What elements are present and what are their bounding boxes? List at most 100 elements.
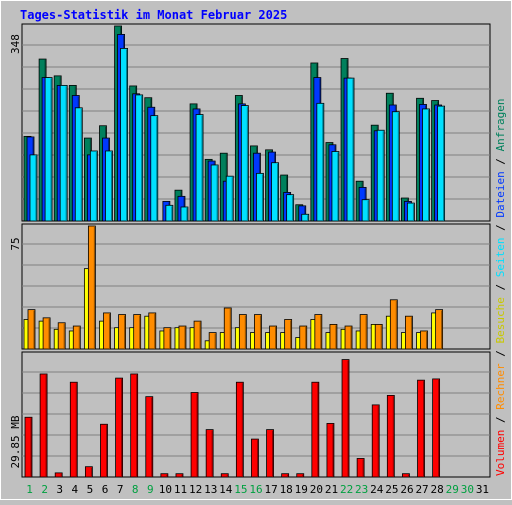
bar-volume-volumen-day-10 [160,473,169,478]
bar-volume-volumen-day-22 [341,359,350,478]
bar-volume-volumen-day-16 [251,438,259,478]
x-tick-label-day-10: 10 [159,483,172,496]
x-tick-label-day-19: 19 [295,483,308,496]
bar-visits-rechner-day-9 [148,312,157,350]
x-tick-label-day-16: 16 [249,483,262,496]
bar-requests-seiten-day-4 [74,107,83,222]
bar-visits-rechner-day-24 [374,323,383,350]
panel-requests: 348 [9,23,491,222]
bar-visits-rechner-day-17 [269,325,277,350]
legend-text: Volumen / Rechner / Besuche / Seiten / D… [494,98,507,476]
panel-visits: 75 [9,223,491,350]
bar-requests-seiten-day-6 [105,150,113,222]
bar-volume-volumen-day-5 [84,466,93,478]
x-tick-label-day-11: 11 [174,483,187,496]
bar-volume-volumen-day-18 [281,473,290,478]
x-tick-label-day-13: 13 [204,483,217,496]
bar-requests-seiten-day-1 [29,154,38,222]
bar-visits-rechner-day-12 [193,320,202,350]
bar-visits-rechner-day-28 [435,309,444,350]
bar-requests-seiten-day-21 [331,151,340,222]
bar-requests-seiten-day-24 [376,129,385,222]
bar-visits-rechner-day-5 [87,225,96,350]
bar-visits-rechner-day-14 [223,307,232,350]
x-tick-label-day-30: 30 [461,483,474,496]
bar-requests-seiten-day-14 [225,175,234,222]
bar-volume-volumen-day-19 [296,473,305,478]
bar-requests-seiten-day-11 [180,206,189,222]
bar-requests-seiten-day-7 [120,48,128,222]
x-tick-label-day-22: 22 [340,483,353,496]
x-tick-label-day-21: 21 [325,483,338,496]
x-tick-label-day-7: 7 [117,483,124,496]
legend-entry-dateien: Dateien [494,171,507,217]
panel-volume: 29.85 MB [9,351,491,478]
legend-entry-besuche: Besuche [494,297,507,343]
x-tick-label-day-5: 5 [87,483,94,496]
bar-visits-rechner-day-1 [27,309,36,350]
x-tick-label-day-2: 2 [41,483,48,496]
bar-requests-seiten-day-3 [59,84,68,222]
bar-visits-rechner-day-18 [284,319,293,350]
legend-entry-rechner: Rechner [494,363,507,410]
bar-volume-volumen-day-27 [417,379,425,478]
legend-separator: / [494,410,507,430]
panel-max-label-requests: 348 [9,34,22,54]
bar-visits-rechner-day-7 [118,314,126,350]
bar-volume-volumen-day-21 [326,423,335,478]
bar-requests-seiten-day-2 [44,77,53,222]
x-tick-label-day-1: 1 [26,483,33,496]
bar-requests-seiten-day-12 [195,114,204,222]
legend-separator: / [494,151,507,171]
bar-visits-rechner-day-19 [299,325,308,350]
x-tick-label-day-25: 25 [385,483,398,496]
bar-volume-volumen-day-20 [311,381,320,478]
panel-max-label-visits: 75 [9,237,22,250]
bar-requests-seiten-day-22 [346,77,355,222]
bar-volume-volumen-day-25 [386,395,395,478]
panel-max-label-volume: 29.85 MB [9,415,22,468]
x-tick-label-day-24: 24 [370,483,384,496]
x-tick-label-day-9: 9 [147,483,154,496]
legend-entry-anfragen: Anfragen [494,98,507,151]
bar-volume-volumen-day-9 [145,396,154,478]
bar-visits-rechner-day-11 [178,325,187,350]
bar-requests-seiten-day-18 [286,194,295,222]
bar-requests-seiten-day-13 [210,164,219,222]
bar-visits-rechner-day-2 [42,317,51,350]
bar-requests-seiten-day-20 [316,102,325,222]
bar-requests-seiten-day-25 [391,111,400,222]
bar-visits-rechner-day-27 [420,330,428,350]
bar-requests-seiten-day-23 [361,199,370,222]
bar-volume-volumen-day-23 [356,458,365,478]
legend-separator: / [494,344,507,364]
x-tick-label-day-8: 8 [132,483,139,496]
bar-volume-volumen-day-28 [432,378,441,478]
bar-visits-rechner-day-3 [57,322,66,350]
bar-volume-volumen-day-1 [24,416,33,478]
bar-visits-rechner-day-13 [208,332,217,350]
bar-visits-rechner-day-8 [133,314,142,350]
bar-volume-volumen-day-11 [175,473,184,478]
bar-requests-seiten-day-28 [437,105,446,222]
bar-visits-rechner-day-22 [344,325,353,350]
bar-volume-volumen-day-13 [205,429,214,478]
bar-volume-volumen-day-8 [130,373,139,478]
bar-visits-rechner-day-21 [329,323,338,350]
x-tick-label-day-17: 17 [264,483,277,496]
bar-volume-volumen-day-14 [220,473,229,478]
bar-volume-volumen-day-24 [371,404,380,478]
bar-visits-rechner-day-25 [389,299,398,350]
x-tick-label-day-12: 12 [189,483,202,496]
right-legend: Volumen / Rechner / Besuche / Seiten / D… [494,98,507,476]
legend-entry-volumen: Volumen [494,430,507,476]
bar-visits-rechner-day-15 [238,314,247,350]
bar-requests-seiten-day-27 [422,108,430,222]
x-tick-label-day-27: 27 [415,483,428,496]
legend-separator: / [494,277,507,297]
bar-volume-volumen-day-15 [235,381,244,478]
bar-volume-volumen-day-2 [39,373,48,478]
bar-visits-rechner-day-10 [163,327,172,350]
x-tick-label-day-26: 26 [400,483,413,496]
